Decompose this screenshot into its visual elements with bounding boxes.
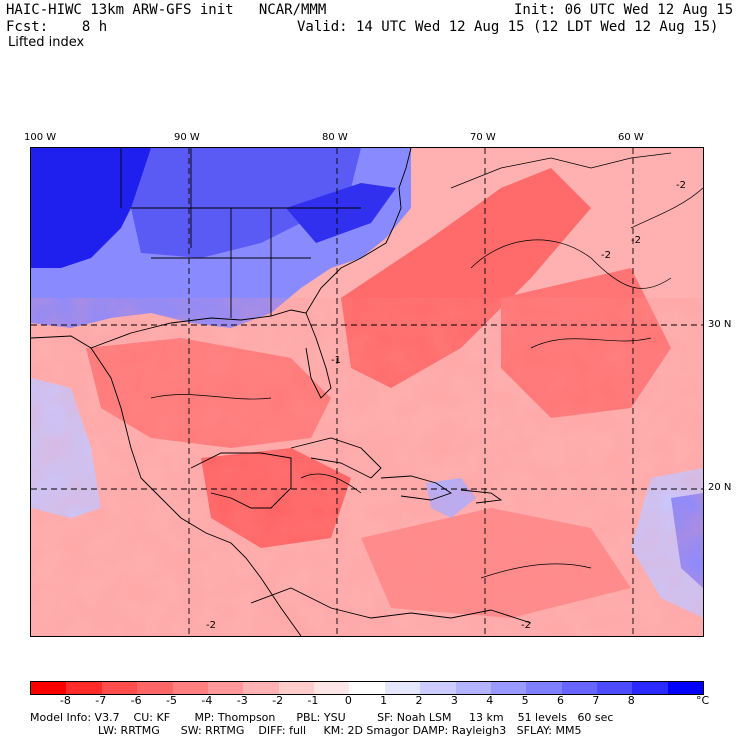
colorbar-tick-label: 5 xyxy=(521,694,529,707)
colorbar-tick-label: -7 xyxy=(95,694,107,707)
colorbar-swatch xyxy=(243,682,279,694)
model-title: HAIC-HIWC 13km ARW-GFS init NCAR/MMM xyxy=(6,2,327,18)
model-info-line1: Model Info: V3.7 CU: KF MP: Thompson PBL… xyxy=(30,711,614,724)
colorbar-unit: °C xyxy=(696,694,710,707)
contour-label: -2 xyxy=(631,235,641,246)
colorbar-swatch xyxy=(66,682,102,694)
colorbar-swatch xyxy=(278,682,314,694)
colorbar-swatch xyxy=(172,682,208,694)
colorbar-swatch xyxy=(526,682,562,694)
valid-time: Valid: 14 UTC Wed 12 Aug 15 (12 LDT Wed … xyxy=(297,19,719,35)
colorbar-tick-label: -2 xyxy=(272,694,284,707)
colorbar-tick-label: 8 xyxy=(627,694,635,707)
colorbar-tick-label: 6 xyxy=(557,694,565,707)
colorbar xyxy=(30,681,704,695)
lon-label-60w: 60 W xyxy=(618,132,644,143)
contour-lines xyxy=(150,152,703,579)
lon-label-100w: 100 W xyxy=(24,132,57,143)
colorbar-swatch xyxy=(420,682,456,694)
colorbar-swatch xyxy=(207,682,244,694)
colorbar-tick-label: 7 xyxy=(592,694,600,707)
colorbar-tick-label: 3 xyxy=(450,694,458,707)
colorbar-tick-label: -3 xyxy=(236,694,248,707)
lon-label-80w: 80 W xyxy=(322,132,348,143)
lifted-index-map: -2 -1 -2 -2 -2 -2 xyxy=(30,147,704,637)
colorbar-tick-label: -1 xyxy=(307,694,319,707)
colorbar-tick-label: -5 xyxy=(165,694,177,707)
stable-appalachian xyxy=(286,183,396,243)
colorbar-tick-label: 4 xyxy=(486,694,494,707)
field-texture xyxy=(31,298,703,636)
lon-label-90w: 90 W xyxy=(174,132,200,143)
colorbar-tick-label: 0 xyxy=(344,694,352,707)
colorbar-swatch xyxy=(490,682,527,694)
colorbar-tick-label: -4 xyxy=(201,694,213,707)
lat-label-20n: 20 N xyxy=(708,482,732,493)
colorbar-tick-label: 2 xyxy=(415,694,423,707)
colorbar-swatch xyxy=(632,682,668,694)
colorbar-swatch xyxy=(384,682,421,694)
coastlines xyxy=(31,148,532,636)
contour-label: -1 xyxy=(331,355,341,366)
contour-label: -2 xyxy=(521,620,531,631)
init-time: Init: 06 UTC Wed 12 Aug 15 xyxy=(514,2,734,18)
colorbar-swatch xyxy=(101,682,138,694)
colorbar-swatch xyxy=(314,682,350,694)
forecast-hour: Fcst: 8 h xyxy=(6,19,108,35)
lat-lon-grid xyxy=(31,148,703,636)
contour-label: -2 xyxy=(206,620,216,631)
colorbar-tick-label: -8 xyxy=(59,694,71,707)
colorbar-swatch xyxy=(31,682,67,694)
colorbar-swatch xyxy=(597,682,633,694)
colorbar-swatch xyxy=(349,682,385,694)
contour-label: -2 xyxy=(601,250,611,261)
field-name: Lifted index xyxy=(8,35,85,50)
contour-label: -2 xyxy=(676,180,686,191)
lon-label-70w: 70 W xyxy=(470,132,496,143)
lat-label-30n: 30 N xyxy=(708,319,732,330)
colorbar-tick-label: 1 xyxy=(380,694,388,707)
colorbar-tick-label: -6 xyxy=(130,694,142,707)
model-info-line2: LW: RRTMG SW: RRTMG DIFF: full KM: 2D Sm… xyxy=(98,724,582,737)
colorbar-swatch xyxy=(667,682,704,694)
colorbar-swatch xyxy=(137,682,173,694)
stable-mid-plains xyxy=(131,148,361,258)
colorbar-swatch xyxy=(561,682,597,694)
colorbar-swatch xyxy=(455,682,491,694)
